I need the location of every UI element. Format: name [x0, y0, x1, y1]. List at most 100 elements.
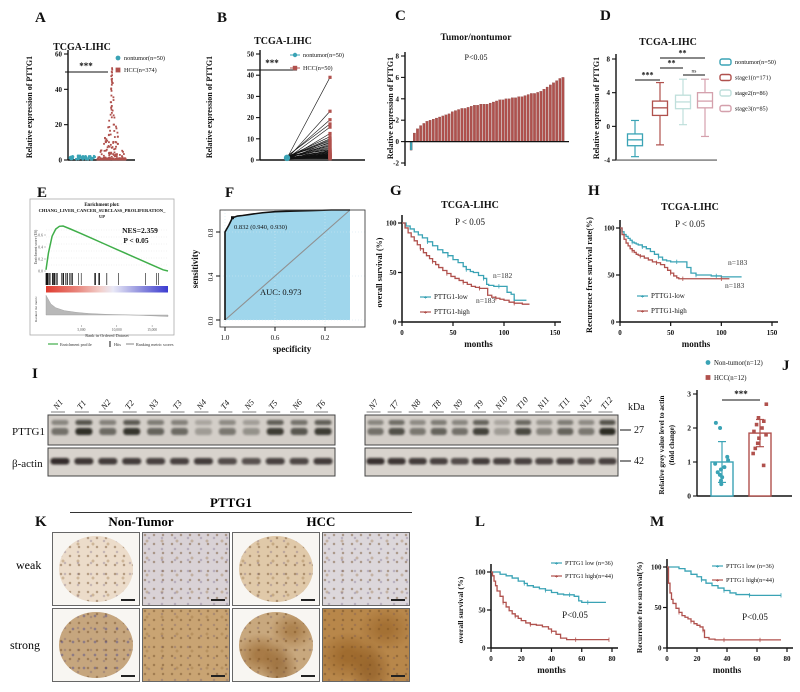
svg-text:HCC(n=374): HCC(n=374) [124, 67, 157, 74]
svg-text:N3: N3 [146, 397, 161, 412]
svg-text:2: 2 [396, 117, 400, 125]
svg-text:20: 20 [518, 655, 526, 663]
svg-text:T7: T7 [387, 397, 401, 411]
svg-text:Enrichment score (ES): Enrichment score (ES) [34, 229, 38, 264]
svg-text:100: 100 [651, 564, 662, 572]
scale-bar [121, 599, 135, 601]
svg-text:0: 0 [611, 319, 615, 327]
panel-A-chart: 0 20 40 60 Relative expression of PTTG1 TCGA-… [25, 42, 165, 165]
panel-M: M 0 50 100 0 20 40 60 80 months Recurrence free s… [612, 508, 800, 692]
svg-text:T11: T11 [556, 395, 572, 411]
svg-text:40: 40 [247, 72, 255, 80]
svg-text:0: 0 [482, 645, 486, 653]
svg-text:1.0: 1.0 [221, 334, 230, 342]
svg-text:overall survival (%): overall survival (%) [456, 576, 465, 643]
svg-text:kDa: kDa [628, 402, 645, 413]
tissue-core [239, 535, 313, 603]
svg-text:50: 50 [247, 51, 255, 59]
svg-text:100: 100 [716, 329, 727, 337]
panel-M-label: M [650, 514, 665, 530]
panel-K: K PTTG1 Non-Tumor HCC weak strong [10, 495, 422, 692]
svg-text:N8: N8 [408, 397, 423, 412]
svg-text:50: 50 [655, 604, 663, 612]
svg-text:0: 0 [396, 138, 400, 146]
svg-text:months: months [464, 339, 493, 349]
svg-text:Enrichment profile: Enrichment profile [60, 342, 92, 347]
panel-J-label: J [782, 358, 790, 374]
svg-text:Relative expression of PTTG1: Relative expression of PTTG1 [386, 57, 395, 159]
panel-H-label: H [588, 183, 600, 199]
svg-text:0.6: 0.6 [271, 334, 280, 342]
panel-F-label: F [225, 185, 235, 201]
svg-text:0.6: 0.6 [38, 234, 43, 238]
svg-text:T1: T1 [75, 398, 88, 411]
svg-text:0.2: 0.2 [38, 258, 43, 262]
ihc-header: PTTG1 [210, 495, 252, 510]
ihc-image-strong-col0 [52, 608, 140, 682]
svg-text:0: 0 [251, 157, 255, 165]
ihc-image-strong-col3 [322, 608, 410, 682]
panel-L: L 0 50 100 0 20 40 60 80 months overall survival … [425, 508, 620, 692]
svg-text:40: 40 [548, 655, 556, 663]
svg-text:0: 0 [618, 329, 622, 337]
ihc-image-weak-col1 [142, 532, 230, 606]
svg-text:10: 10 [247, 135, 255, 143]
ihc-image-strong-col1 [142, 608, 230, 682]
svg-text:Relative grey value level to a: Relative grey value level to actin [658, 395, 666, 494]
scale-bar [301, 599, 315, 601]
panel-L-chart: 0 50 100 0 20 40 60 80 months overall survival (%… [456, 560, 618, 675]
svg-text:months: months [537, 665, 566, 675]
svg-text:0: 0 [400, 329, 404, 337]
svg-text:20: 20 [694, 655, 702, 663]
svg-text:nontumor(n=50): nontumor(n=50) [124, 55, 165, 62]
svg-text:+: + [716, 578, 720, 585]
svg-text:80: 80 [609, 655, 617, 663]
svg-text:stage1(n=171): stage1(n=171) [735, 75, 771, 82]
svg-text:8: 8 [396, 53, 400, 61]
svg-text:T12: T12 [598, 394, 615, 411]
svg-text:50: 50 [479, 607, 487, 615]
svg-text:N7: N7 [366, 397, 381, 412]
svg-text:AUC: 0.973: AUC: 0.973 [260, 287, 302, 297]
svg-text:N9: N9 [450, 397, 465, 412]
svg-text:PTTG1 low (n=36): PTTG1 low (n=36) [726, 563, 774, 570]
svg-text:0: 0 [658, 645, 662, 653]
svg-text:P<0.05: P<0.05 [465, 53, 488, 62]
svg-text:T3: T3 [170, 398, 183, 411]
svg-text:Non-tumor(n=12): Non-tumor(n=12) [714, 360, 763, 367]
svg-text:(fold change): (fold change) [668, 424, 676, 465]
ihc-image-strong-col2 [232, 608, 320, 682]
svg-text:PTTG1: PTTG1 [12, 426, 45, 438]
svg-text:+: + [716, 564, 720, 571]
svg-text:0: 0 [607, 123, 611, 131]
panel-E: E Enrichment plot: CHIANG_LIVER_CANCER_SU… [22, 185, 187, 357]
svg-text:27: 27 [634, 425, 644, 436]
panel-D-label: D [600, 8, 611, 24]
svg-text:sensitivity: sensitivity [190, 249, 200, 288]
svg-text:TCGA-LIHC: TCGA-LIHC [441, 200, 499, 211]
svg-text:TCGA-LIHC: TCGA-LIHC [639, 37, 697, 48]
svg-text:3: 3 [687, 390, 691, 399]
svg-text:***: *** [642, 71, 654, 80]
svg-text:stage3(n=85): stage3(n=85) [735, 106, 768, 113]
svg-text:0: 0 [59, 157, 63, 165]
svg-text:PTTG1 high(n=44): PTTG1 high(n=44) [565, 573, 613, 580]
panel-I: I N1 T1 N2 T2 N3 T3 N4 T4 N5 T5 N6 T6 N7 T7 N8 T8 N9 T9 N1… [10, 360, 665, 518]
svg-text:+: + [641, 294, 645, 301]
svg-text:50: 50 [450, 329, 458, 337]
svg-text:***: *** [265, 58, 279, 68]
svg-text:100: 100 [604, 225, 615, 233]
svg-text:+: + [641, 309, 645, 316]
svg-text:50: 50 [390, 269, 398, 277]
svg-text:PTTG1-low: PTTG1-low [651, 292, 686, 300]
svg-text:**: ** [679, 49, 687, 58]
tissue-core [239, 611, 313, 679]
ihc-image-weak-col2 [232, 532, 320, 606]
panel-F-chart: 0.832 (0.940, 0.930) AUC: 0.973 1.0 0.6 0.2 0… [190, 209, 366, 354]
svg-text:N10: N10 [492, 393, 510, 412]
scale-bar [301, 675, 315, 677]
svg-text:50: 50 [608, 272, 616, 280]
svg-text:60: 60 [55, 51, 63, 59]
svg-text:n=182: n=182 [493, 271, 512, 280]
panel-B-label: B [217, 10, 228, 26]
